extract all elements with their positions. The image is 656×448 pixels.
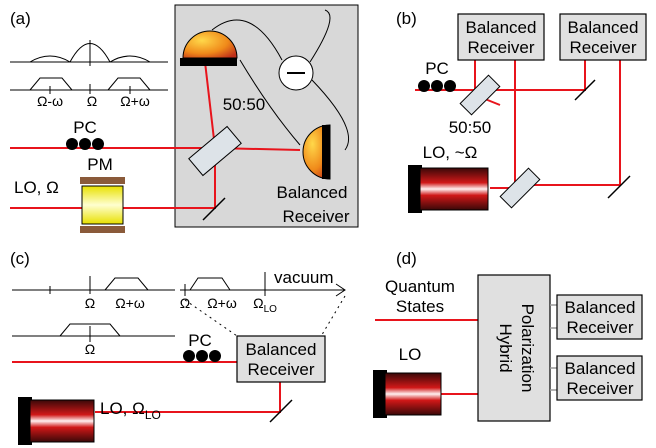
pc xyxy=(183,350,221,362)
page: (a) Ω-ω Ω Ω+ω PC 50:50 Balanced Receiver… xyxy=(0,0,656,448)
spectrum xyxy=(10,40,168,94)
receiver-label: Receiver xyxy=(467,38,534,57)
splitter-label: 50:50 xyxy=(223,95,266,114)
pc-label: PC xyxy=(73,118,97,137)
detector-base xyxy=(180,58,237,66)
pc xyxy=(418,80,456,92)
beam-splitter xyxy=(460,75,500,115)
freq-label: Ω xyxy=(85,341,95,357)
panel-label: (b) xyxy=(396,9,417,28)
panel-label: (c) xyxy=(10,249,30,268)
panel-label: (a) xyxy=(10,9,31,28)
receiver-label: Receiver xyxy=(566,318,633,337)
pm-electrode xyxy=(80,177,125,184)
laser xyxy=(420,168,488,210)
receiver-label: Balanced xyxy=(277,183,348,202)
freq-label: Ω-ω xyxy=(37,93,63,109)
figure: (a) Ω-ω Ω Ω+ω PC 50:50 Balanced Receiver… xyxy=(0,0,656,448)
detector-base xyxy=(322,125,330,179)
input-label: States xyxy=(396,297,444,316)
pm-label: PM xyxy=(87,155,113,174)
panel-d: (d) Quantum States LO Polarization Hybri… xyxy=(373,249,642,421)
pc-label: PC xyxy=(425,59,449,78)
freq-label: Ω+ω xyxy=(207,295,237,311)
connector xyxy=(550,305,557,390)
splitter-label: 50:50 xyxy=(449,118,492,137)
freq-label: Ω+ω xyxy=(120,93,150,109)
laser xyxy=(30,400,94,442)
pm-electrode xyxy=(80,226,125,233)
panel-label: (d) xyxy=(396,249,417,268)
freq-label: Ω+ω xyxy=(115,295,145,311)
input-label: Quantum xyxy=(385,277,455,296)
receiver-label: Balanced xyxy=(568,18,639,37)
lo-label: LO, ΩLO xyxy=(100,399,161,422)
receiver-label: Receiver xyxy=(569,38,636,57)
receiver-label: Balanced xyxy=(565,298,636,317)
freq-label: Ω xyxy=(85,295,95,311)
phase-modulator xyxy=(82,186,123,224)
vacuum-label: vacuum xyxy=(274,268,334,287)
panel-b: (b) Balanced Receiver Balanced Receiver … xyxy=(396,9,646,213)
lo-label: LO xyxy=(399,345,422,364)
receiver-label: Receiver xyxy=(566,379,633,398)
laser xyxy=(385,373,441,415)
freq-label: Ω xyxy=(180,295,190,311)
panel-a: (a) Ω-ω Ω Ω+ω PC 50:50 Balanced Receiver… xyxy=(10,5,358,233)
lo-label: LO, Ω xyxy=(14,178,59,197)
freq-label: ΩLO xyxy=(253,295,277,315)
lo-label: LO, ~Ω xyxy=(423,143,478,162)
receiver-label: Receiver xyxy=(282,207,349,226)
freq-label: Ω xyxy=(87,93,97,109)
receiver-label: Receiver xyxy=(247,360,314,379)
receiver-label: Balanced xyxy=(246,340,317,359)
hybrid-label: Polarization xyxy=(518,304,537,393)
panel-c: (c) Ω Ω+ω Ω Ω+ω ΩLO vacuum Ω PC Balanced… xyxy=(10,249,345,445)
pc xyxy=(66,138,104,150)
hybrid-label: Hybrid xyxy=(496,323,515,372)
receiver-label: Balanced xyxy=(565,359,636,378)
receiver-label: Balanced xyxy=(466,18,537,37)
pc-label: PC xyxy=(188,331,212,350)
